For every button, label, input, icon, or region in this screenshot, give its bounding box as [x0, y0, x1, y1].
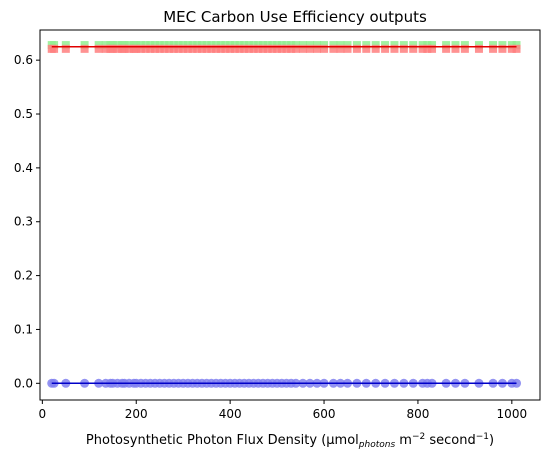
series-1-point-23 [179, 44, 188, 53]
series-1-point-16 [146, 44, 155, 53]
series-1-point-45 [282, 44, 291, 53]
series-1-point-63 [423, 44, 432, 53]
y-tick-label-0: 0.0 [14, 376, 33, 390]
series-1-point-33 [226, 44, 235, 53]
series-1-point-28 [202, 44, 211, 53]
series-1-point-55 [352, 44, 361, 53]
series-1-point-64 [428, 44, 437, 53]
series-1-point-43 [273, 44, 282, 53]
series-1-point-72 [512, 44, 521, 53]
series-1-point-21 [169, 44, 178, 53]
x-tick-label-3: 600 [313, 407, 336, 421]
series-1-point-27 [197, 44, 206, 53]
series-1-point-59 [390, 44, 399, 53]
series-1-point-67 [460, 44, 469, 53]
x-tick-label-2: 400 [219, 407, 242, 421]
y-axis: 0.0 0.1 0.2 0.3 0.4 0.5 0.6 [14, 53, 40, 390]
x-axis-label-mid: m [395, 433, 412, 448]
series-1-point-41 [263, 44, 272, 53]
series-1-point-70 [498, 44, 507, 53]
x-axis-label-sup2: −1 [476, 432, 489, 442]
x-tick-label-0: 0 [39, 407, 47, 421]
series-1-point-22 [174, 44, 183, 53]
series-1-point-2 [61, 44, 70, 53]
series-1-point-30 [212, 44, 221, 53]
x-axis-label-sub: photons [358, 440, 396, 450]
y-tick-label-6: 0.6 [14, 53, 33, 67]
y-tick-label-1: 0.1 [14, 322, 33, 336]
series-1-point-42 [268, 44, 277, 53]
series-1-point-20 [165, 44, 174, 53]
x-tick-label-1: 200 [125, 407, 148, 421]
y-tick-label-2: 0.2 [14, 269, 33, 283]
x-tick-label-5: 1000 [497, 407, 528, 421]
x-axis: 0 200 400 600 800 1000 [39, 400, 528, 421]
series-1-point-40 [259, 44, 268, 53]
series-1-point-46 [287, 44, 296, 53]
series-1-point-34 [230, 44, 239, 53]
x-axis-label-base: Photosynthetic Photon Flux Density (µmol [86, 433, 359, 448]
series-1-point-25 [188, 44, 197, 53]
series-1-point-52 [329, 44, 338, 53]
series-1-point-38 [249, 44, 258, 53]
series-1-point-36 [240, 44, 249, 53]
series-1-point-66 [451, 44, 460, 53]
series-1-point-10 [120, 44, 129, 53]
series-1-point-60 [399, 44, 408, 53]
series-1-point-35 [235, 44, 244, 53]
series-1-point-65 [442, 44, 451, 53]
x-axis-label-sup1: −2 [412, 432, 425, 442]
x-tick-label-4: 800 [406, 407, 429, 421]
series-1-point-54 [343, 44, 352, 53]
series-1-point-29 [207, 44, 216, 53]
series-1-point-32 [221, 44, 230, 53]
series-1-point-51 [320, 44, 329, 53]
series-1-point-13 [132, 44, 141, 53]
x-axis-label-end: ) [489, 433, 494, 448]
series-1-point-53 [336, 44, 345, 53]
series-1-point-26 [193, 44, 202, 53]
series-1-point-58 [381, 44, 390, 53]
series-1-point-8 [113, 44, 122, 53]
series-1-point-68 [474, 44, 483, 53]
chart-title: MEC Carbon Use Efficiency outputs [163, 8, 427, 26]
series-1-point-39 [254, 44, 263, 53]
series-1-point-4 [94, 44, 103, 53]
series-1-point-57 [371, 44, 380, 53]
series-1-point-71 [507, 44, 516, 53]
series-1-point-1 [50, 44, 59, 53]
plot-frame [39, 29, 541, 401]
series-1-point-44 [277, 44, 286, 53]
y-tick-label-4: 0.4 [14, 161, 33, 175]
plot-marks [47, 41, 522, 388]
series-1-point-15 [141, 44, 150, 53]
series-1-point-37 [244, 44, 253, 53]
y-tick-label-3: 0.3 [14, 215, 33, 229]
series-1-point-47 [291, 44, 300, 53]
x-axis-label: Photosynthetic Photon Flux Density (µmol… [86, 432, 494, 450]
series-1-point-50 [312, 44, 321, 53]
series-1-point-5 [101, 44, 110, 53]
series-1-point-48 [298, 44, 307, 53]
series-1-point-31 [216, 44, 225, 53]
series-1-point-61 [409, 44, 418, 53]
series-1-point-69 [489, 44, 498, 53]
series-1-point-19 [160, 44, 169, 53]
series-1-point-49 [305, 44, 314, 53]
series-1-point-17 [151, 44, 160, 53]
x-axis-label-mid2: second [425, 433, 476, 448]
series-1-point-62 [418, 44, 427, 53]
series-1-point-56 [362, 44, 371, 53]
series-1-point-11 [125, 44, 134, 53]
series-1-point-14 [136, 44, 145, 53]
y-tick-label-5: 0.5 [14, 107, 33, 121]
series-1-point-3 [80, 44, 89, 53]
series-1-point-18 [155, 44, 164, 53]
series-1-point-7 [108, 44, 117, 53]
series-1-point-24 [183, 44, 192, 53]
